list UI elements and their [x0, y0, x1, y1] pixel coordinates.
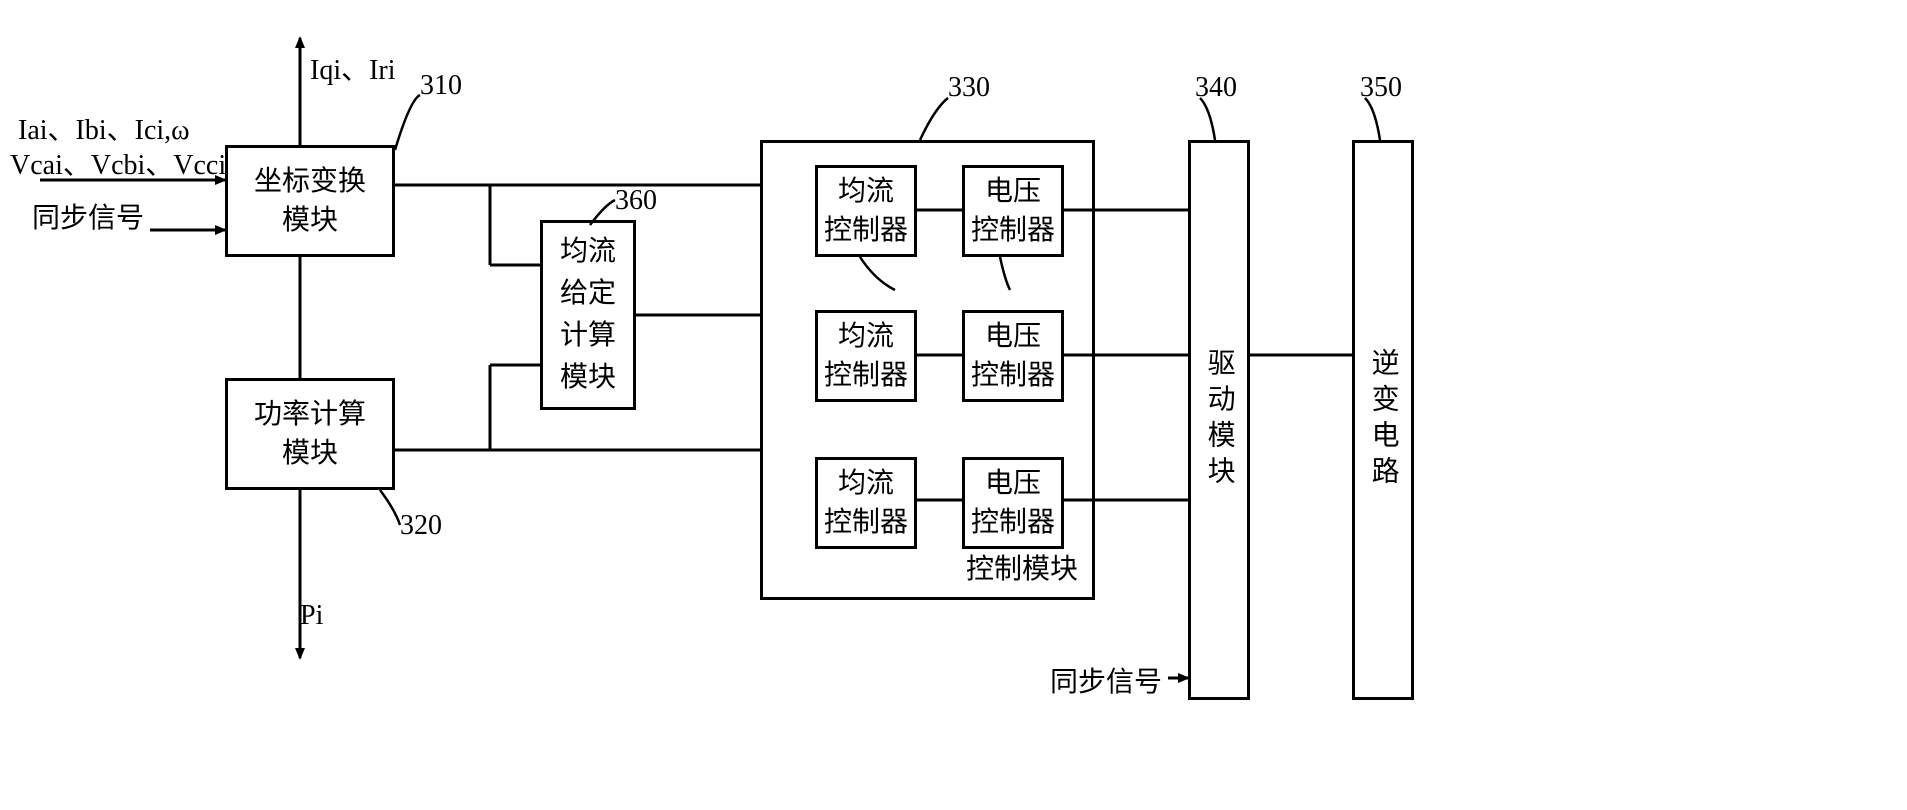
- power-calc-box: 功率计算 模块: [225, 378, 395, 490]
- output-top-label: Iqi、Iri: [310, 48, 396, 88]
- voltage-ctrl-1-box: 电压 控制器: [962, 165, 1064, 257]
- input-label-line2: Vcai、Vcbi、Vcci: [10, 143, 226, 183]
- control-module-label: 控制模块: [966, 550, 1078, 589]
- input-label-line1: Iai、Ibi、Ici,ω: [18, 108, 190, 148]
- voltage-ctrl-2-box: 电压 控制器: [962, 310, 1064, 402]
- ref-340: 340: [1195, 72, 1237, 104]
- ref-350: 350: [1360, 72, 1402, 104]
- coord-transform-box: 坐标变换 模块: [225, 145, 395, 257]
- avg-current-calc-box: 均流 给定 计算 模块: [540, 220, 636, 410]
- ref-310: 310: [420, 70, 462, 102]
- inverter-circuit-box: 逆变电路: [1352, 140, 1414, 700]
- sync-signal-label: 同步信号: [32, 196, 144, 236]
- current-ctrl-2-box: 均流 控制器: [815, 310, 917, 402]
- output-bottom-label: Pi: [300, 600, 323, 632]
- drive-module-box: 驱动模块: [1188, 140, 1250, 700]
- sync-signal-bottom-label: 同步信号: [1050, 660, 1162, 700]
- current-ctrl-1-box: 均流 控制器: [815, 165, 917, 257]
- current-ctrl-3-box: 均流 控制器: [815, 457, 917, 549]
- ref-330: 330: [948, 72, 990, 104]
- ref-320: 320: [400, 510, 442, 542]
- voltage-ctrl-3-box: 电压 控制器: [962, 457, 1064, 549]
- ref-360: 360: [615, 185, 657, 217]
